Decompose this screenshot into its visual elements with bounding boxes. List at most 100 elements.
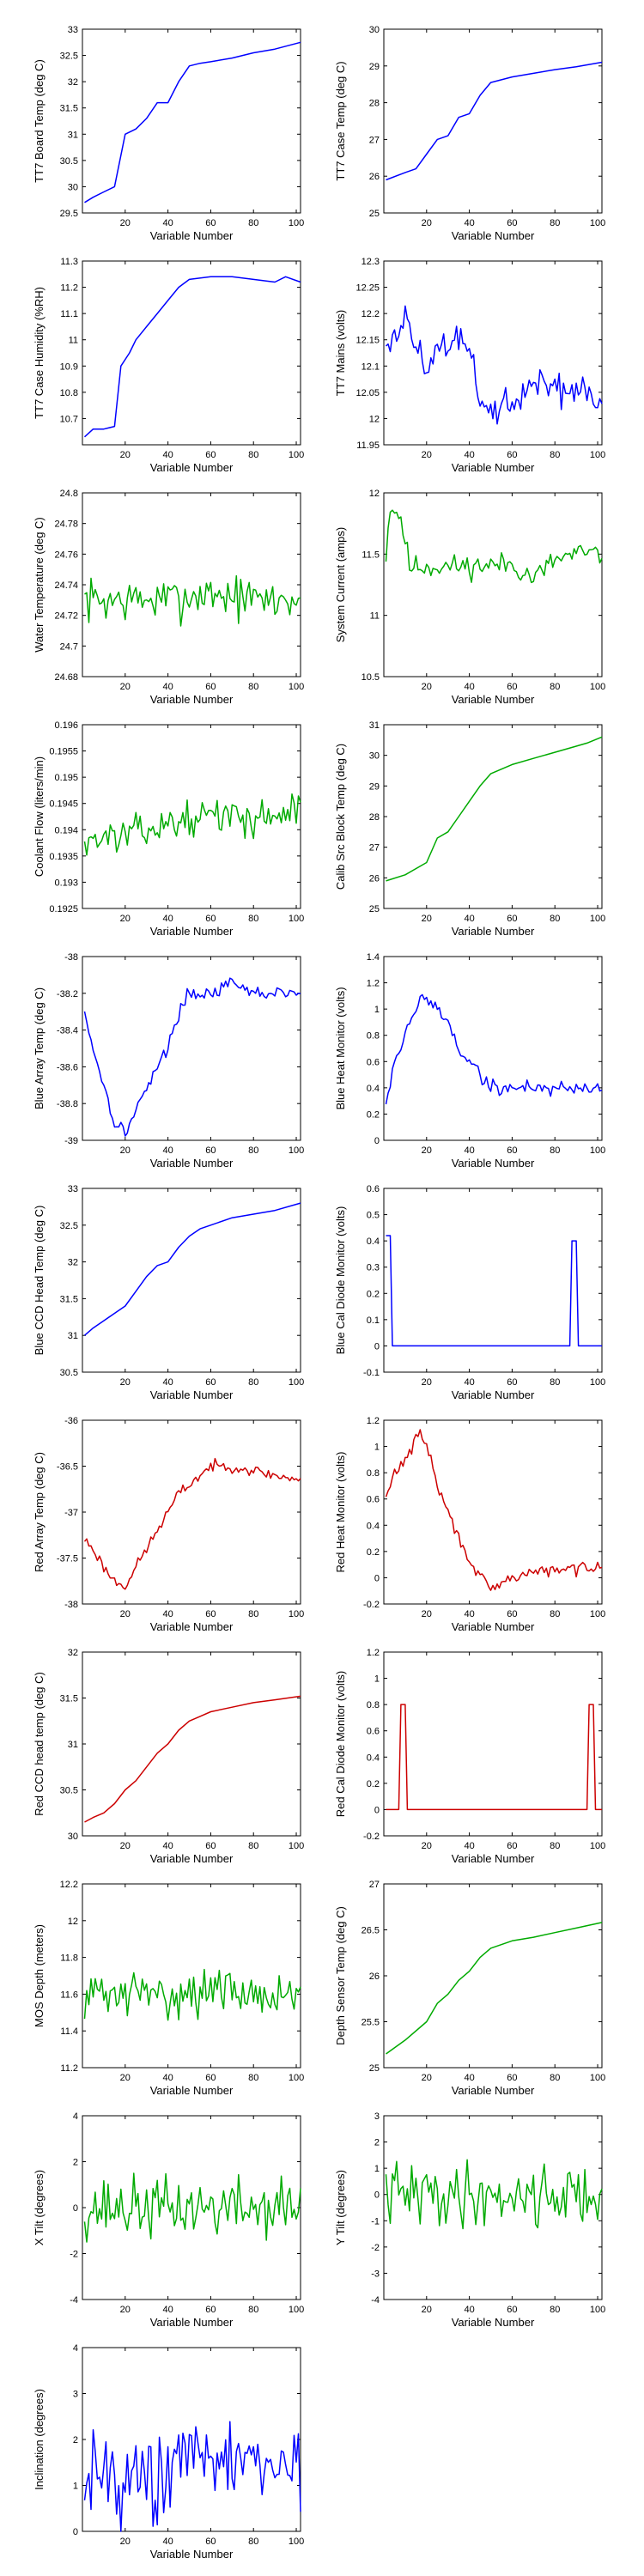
x-tick-label: 60 — [205, 450, 216, 460]
x-tick-label: 80 — [248, 450, 258, 460]
x-tick-label: 40 — [162, 2073, 173, 2083]
x-tick-label: 60 — [205, 1609, 216, 1619]
y-tick-label: 11.3 — [60, 257, 78, 267]
y-tick-label: 31.5 — [60, 1694, 78, 1704]
x-tick-label: 20 — [120, 1841, 131, 1851]
chart-panel: 30.5 31 31.5 32 32.5 33 20 40 60 80 100 Variable Nu… — [33, 1184, 304, 1401]
plot-area — [383, 28, 603, 214]
x-axis-label: Variable Number — [452, 461, 535, 474]
y-tick-label: 29 — [369, 62, 380, 72]
x-tick-label: 80 — [550, 2073, 560, 2083]
y-tick-label: 24.74 — [54, 580, 78, 591]
y-tick-label: 11.2 — [60, 283, 78, 294]
x-tick-label: 40 — [162, 1841, 173, 1851]
x-axis-label: Variable Number — [150, 1852, 234, 1865]
plot-area — [383, 492, 603, 677]
y-tick-label: -1 — [371, 2216, 380, 2227]
series-line — [83, 276, 301, 438]
x-tick-label: 20 — [422, 1609, 432, 1619]
y-tick-label: -36.5 — [57, 1462, 78, 1473]
y-tick-label: 26 — [369, 172, 380, 182]
y-tick-label: 12.2 — [361, 309, 380, 319]
series-line — [83, 1968, 301, 2021]
x-tick-label: 60 — [507, 1377, 517, 1388]
x-axis-label: Variable Number — [150, 925, 234, 938]
y-tick-label: 0.1955 — [49, 747, 78, 757]
series-line — [385, 993, 603, 1105]
y-tick-label: 11.8 — [60, 1953, 78, 1964]
x-tick-label: 60 — [507, 1145, 517, 1156]
x-tick-label: 40 — [464, 218, 474, 228]
x-tick-label: 80 — [248, 2537, 258, 2547]
y-axis-label: TT7 Case Humidity (%RH) — [33, 287, 46, 419]
y-axis-label: Red Array Temp (deg C) — [33, 1452, 46, 1572]
x-tick-label: 100 — [289, 1841, 304, 1851]
y-tick-label: 0.1935 — [49, 852, 78, 862]
x-tick-label: 40 — [162, 1609, 173, 1619]
y-tick-label: -38 — [64, 1600, 78, 1610]
x-tick-label: 100 — [590, 1609, 605, 1619]
y-tick-label: 30.5 — [60, 1368, 78, 1378]
x-tick-label: 20 — [422, 450, 432, 460]
y-tick-label: 1.2 — [367, 1416, 380, 1426]
plot-area — [383, 956, 603, 1141]
x-tick-label: 60 — [205, 1145, 216, 1156]
y-tick-label: 28 — [369, 812, 380, 823]
x-axis-label: Variable Number — [452, 229, 535, 242]
x-tick-label: 80 — [248, 1841, 258, 1851]
y-tick-label: 1 — [374, 2164, 380, 2174]
y-tick-label: 0.193 — [54, 878, 78, 888]
plot-area — [82, 1419, 301, 1605]
y-tick-label: 33 — [68, 25, 78, 35]
y-axis-label: Blue CCD Head Temp (deg C) — [33, 1206, 46, 1356]
y-tick-label: 24.8 — [60, 489, 78, 499]
y-tick-label: 25 — [369, 209, 380, 219]
y-axis-label: TT7 Case Temp (deg C) — [334, 61, 347, 180]
x-tick-label: 40 — [464, 682, 474, 692]
y-tick-label: 30 — [369, 751, 380, 762]
y-tick-label: 0.4 — [367, 1084, 380, 1094]
y-tick-label: 32 — [68, 1258, 78, 1268]
series-line — [83, 1457, 301, 1590]
y-tick-label: 32 — [68, 1648, 78, 1658]
y-tick-label: 12 — [68, 1917, 78, 1927]
x-tick-label: 100 — [590, 1145, 605, 1156]
y-tick-label: 12.05 — [355, 388, 380, 398]
chart-panel: 30 30.5 31 31.5 32 20 40 60 80 100 Variable Number… — [33, 1648, 304, 1865]
x-tick-label: 80 — [248, 1145, 258, 1156]
x-tick-label: 40 — [464, 1609, 474, 1619]
x-tick-label: 60 — [507, 2305, 517, 2315]
series-line — [84, 574, 301, 627]
series-line — [83, 2421, 301, 2532]
y-tick-label: -0.2 — [363, 1832, 380, 1842]
plot-area — [383, 1188, 603, 1373]
y-tick-label: -38 — [64, 952, 78, 963]
chart-panel: -4 -2 0 2 4 20 40 60 80 100 Variable Number X Tilt … — [33, 2111, 304, 2329]
y-tick-label: 1.2 — [367, 1648, 380, 1658]
series-line — [385, 305, 603, 425]
y-tick-label: 0.196 — [54, 720, 78, 731]
y-tick-label: 27 — [369, 1880, 380, 1890]
y-tick-label: 27 — [369, 135, 380, 145]
y-tick-label: 31 — [68, 130, 78, 140]
series-line — [84, 41, 301, 204]
chart-panel: 0.1925 0.193 0.1935 0.194 0.1945 0.195 0.1955 0… — [33, 720, 304, 938]
y-tick-label: 0.2 — [367, 1779, 380, 1789]
x-tick-label: 100 — [590, 450, 605, 460]
y-tick-label: 25.5 — [361, 2018, 380, 2028]
series-line — [386, 61, 603, 181]
y-tick-label: 29.5 — [60, 209, 78, 219]
series-line — [385, 2159, 603, 2230]
y-tick-label: 12 — [369, 489, 380, 499]
y-tick-label: -4 — [70, 2295, 78, 2306]
y-tick-label: 0.6 — [367, 1727, 380, 1737]
x-tick-label: 20 — [422, 218, 432, 228]
x-tick-label: 60 — [205, 914, 216, 924]
x-tick-label: 100 — [590, 2073, 605, 2083]
y-tick-label: 0.2 — [367, 1289, 380, 1299]
x-tick-label: 40 — [464, 450, 474, 460]
y-tick-label: 0.6 — [367, 1057, 380, 1067]
y-tick-label: 24.76 — [54, 550, 78, 560]
y-tick-label: -38.4 — [57, 1026, 78, 1036]
series-line — [386, 736, 603, 882]
